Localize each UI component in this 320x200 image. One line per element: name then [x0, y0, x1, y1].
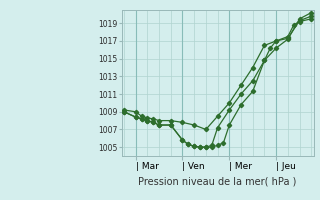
X-axis label: Pression niveau de la mer( hPa ): Pression niveau de la mer( hPa )	[139, 176, 297, 186]
